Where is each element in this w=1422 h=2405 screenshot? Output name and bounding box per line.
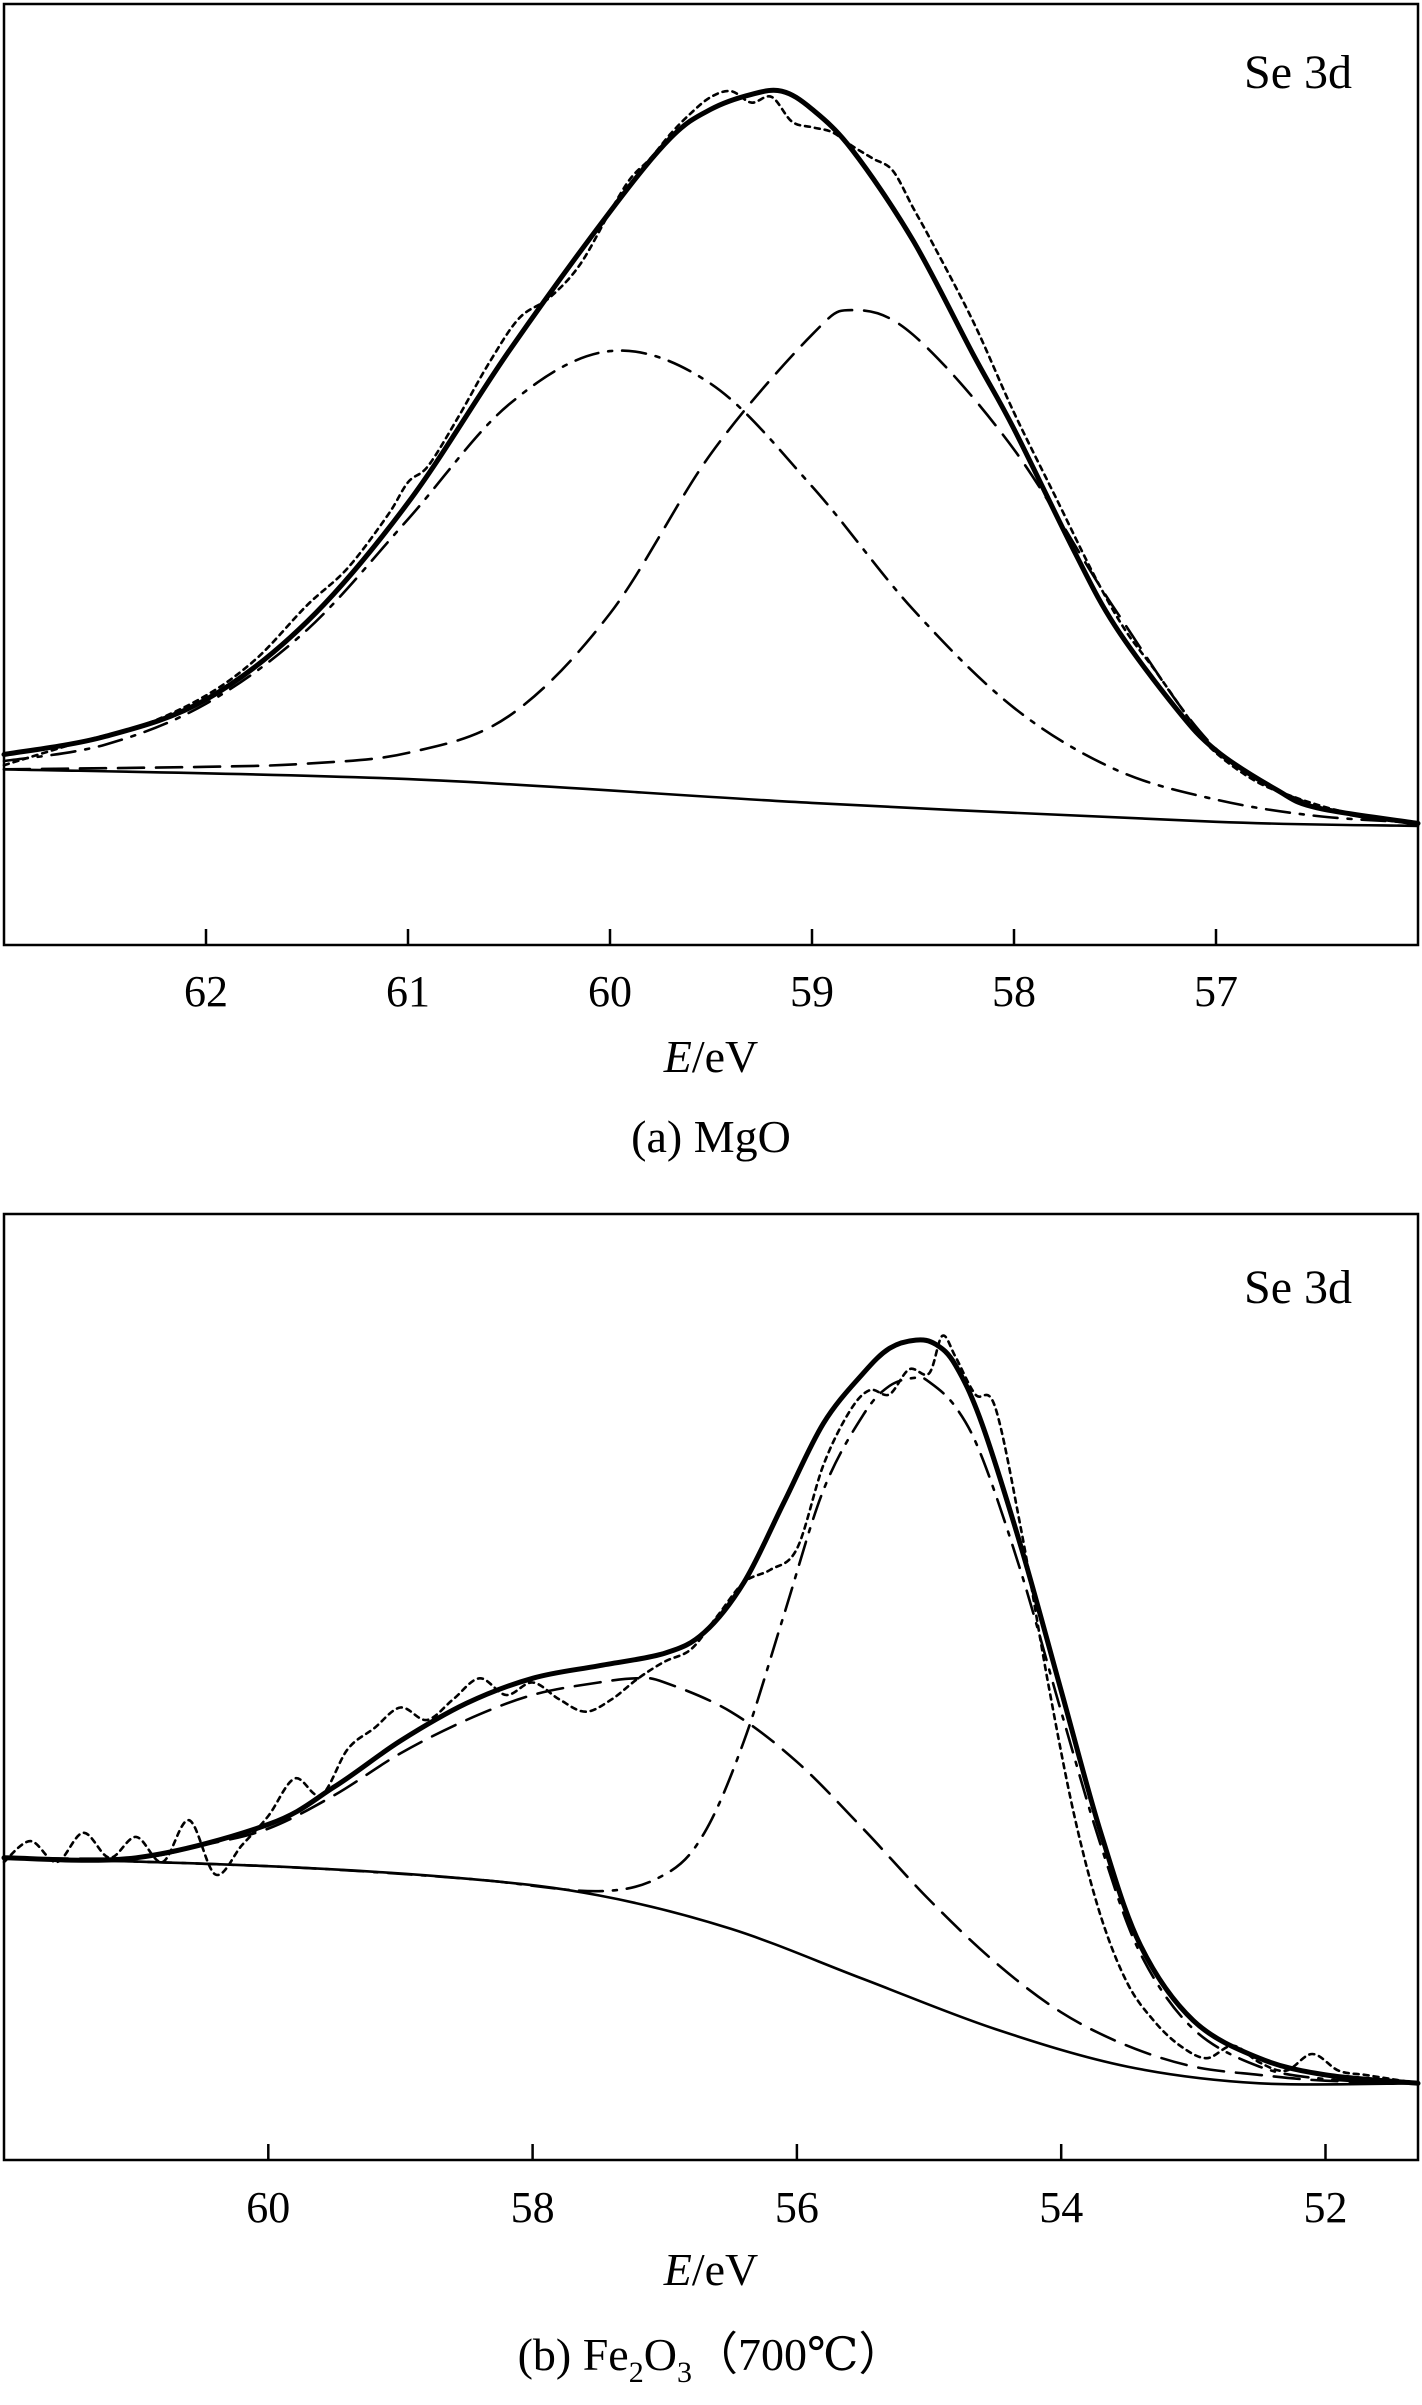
series-dashdot-a <box>2 349 1420 824</box>
panel-b: Se 3d 60 58 56 54 52 E/eV (b) Fe2O3（700℃） <box>1 1212 1421 2389</box>
x-tick-label-a-61: 61 <box>386 967 430 1016</box>
panel-a: Se 3d 62 61 60 59 58 57 E/eV (a) MgO <box>1 2 1421 1162</box>
caption-b: (b) Fe2O3（700℃） <box>518 2329 905 2389</box>
x-tick-label-b-56: 56 <box>775 2183 819 2232</box>
x-tick-labels-b: 60 58 56 54 52 <box>246 2183 1347 2232</box>
series-dash-b <box>2 1676 1420 2085</box>
background-line-a <box>2 768 1420 828</box>
caption-b-mid: O <box>644 2329 677 2380</box>
background-line-b <box>2 1856 1420 2086</box>
x-tick-label-b-54: 54 <box>1039 2183 1083 2232</box>
spectrum-label-b: Se 3d <box>1244 1261 1352 1314</box>
plot-area-a <box>1 2 1421 947</box>
x-tick-label-a-60: 60 <box>588 967 632 1016</box>
curves-a <box>1 87 1421 828</box>
x-axis-unit-b: /eV <box>692 2244 758 2295</box>
series-raw-b <box>2 1334 1420 2085</box>
x-tick-label-b-52: 52 <box>1303 2183 1347 2232</box>
series-dash-a <box>2 308 1420 826</box>
x-axis-unit-a: /eV <box>692 1031 758 1082</box>
series-raw-a <box>2 89 1420 824</box>
x-tick-label-a-57: 57 <box>1194 967 1238 1016</box>
caption-b-sub1: 2 <box>629 2356 644 2389</box>
x-tick-labels-a: 62 61 60 59 58 57 <box>184 967 1238 1016</box>
x-tick-label-a-58: 58 <box>992 967 1036 1016</box>
x-axis-title-b: E/eV <box>663 2244 759 2295</box>
plot-area-b <box>1 1212 1421 2162</box>
caption-b-prefix: (b) Fe <box>518 2329 629 2380</box>
axes-frame-a <box>2 2 1420 947</box>
series-dashdot-b <box>2 1376 1420 2085</box>
series-envelope-a <box>1 87 1421 826</box>
x-axis-symbol-a: E <box>663 1031 692 1082</box>
x-ticks-a <box>204 929 1218 945</box>
x-tick-label-a-62: 62 <box>184 967 228 1016</box>
caption-b-suffix: （700℃） <box>692 2329 904 2380</box>
curves-b <box>1 1334 1421 2086</box>
caption-a: (a) MgO <box>631 1111 791 1162</box>
x-axis-symbol-b: E <box>663 2244 692 2295</box>
x-tick-label-a-59: 59 <box>790 967 834 1016</box>
x-axis-title-a: E/eV <box>663 1031 759 1082</box>
x-tick-label-b-60: 60 <box>246 2183 290 2232</box>
caption-b-sub2: 3 <box>677 2356 692 2389</box>
spectrum-label-a: Se 3d <box>1244 46 1352 99</box>
x-ticks-b <box>267 2144 1327 2160</box>
axes-frame-b <box>2 1212 1420 2162</box>
series-envelope-b <box>1 1337 1421 2086</box>
x-tick-label-b-58: 58 <box>511 2183 555 2232</box>
